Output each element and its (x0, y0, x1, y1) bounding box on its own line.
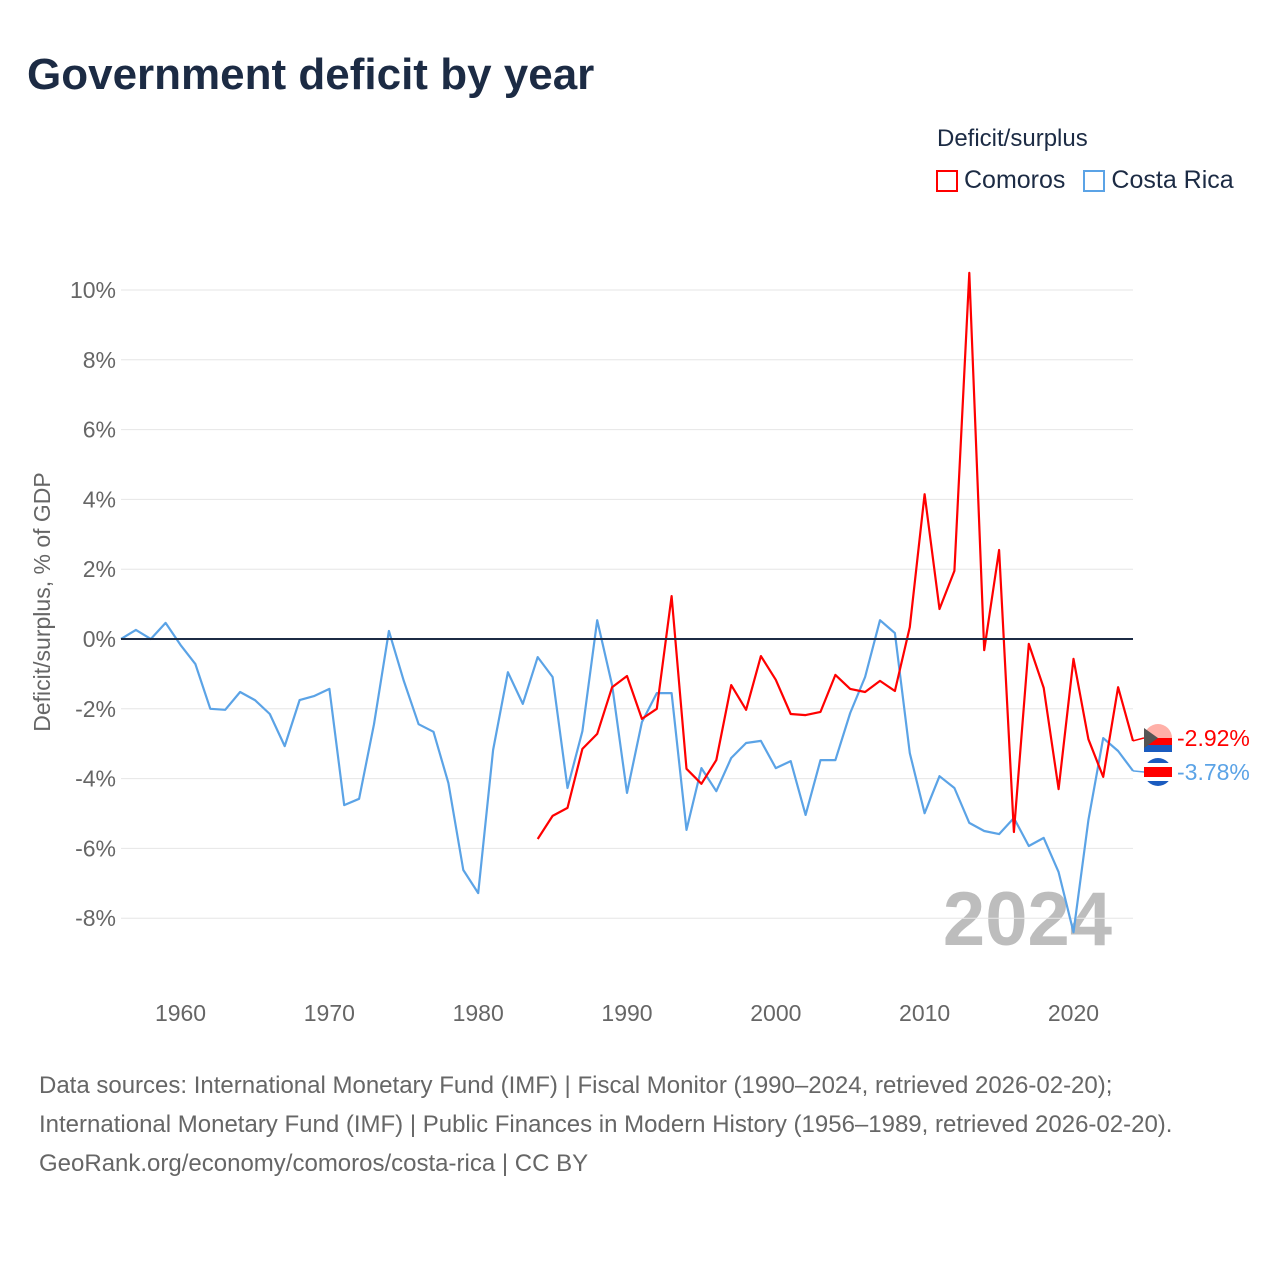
y-tick-label: 0% (83, 626, 116, 652)
legend: Comoros Costa Rica (936, 166, 1234, 195)
y-tick-label: -2% (75, 696, 116, 722)
x-tick-label: 1980 (453, 1000, 504, 1026)
x-tick-label: 2020 (1048, 1000, 1099, 1026)
legend-item-comoros[interactable]: Comoros (936, 166, 1065, 195)
y-tick-label: 6% (83, 417, 116, 443)
y-tick-label: 10% (70, 277, 116, 303)
y-tick-label: -4% (75, 766, 116, 792)
comoros-flag-icon (1144, 745, 1172, 752)
comoros-flag-icon (1144, 738, 1172, 745)
series-line-costa-rica (120, 619, 1134, 934)
x-tick-label: 1990 (601, 1000, 652, 1026)
y-tick-label: -6% (75, 835, 116, 861)
y-tick-label: 8% (83, 347, 116, 373)
y-axis-label: Deficit/surplus, % of GDP (29, 472, 55, 731)
legend-label: Costa Rica (1111, 166, 1234, 194)
end-connector (1132, 770, 1145, 773)
end-connector (1132, 737, 1145, 742)
x-tick-label: 2010 (899, 1000, 950, 1026)
year-watermark: 2024 (943, 877, 1112, 962)
end-value-label: -2.92% (1177, 725, 1250, 751)
legend-swatch-costa-rica (1083, 169, 1106, 192)
legend-title: Deficit/surplus (937, 125, 1088, 152)
costa-rica-flag-icon (1144, 767, 1172, 777)
credit-link[interactable]: GeoRank.org/economy/comoros/costa-rica |… (39, 1150, 589, 1177)
series-line-comoros (536, 271, 1135, 840)
y-tick-label: -8% (75, 905, 116, 931)
footer: Data sources: International Monetary Fun… (39, 1066, 1239, 1183)
legend-swatch-comoros (936, 169, 958, 192)
y-tick-label: 2% (83, 556, 116, 582)
end-value-label: -3.78% (1177, 759, 1250, 785)
y-tick-label: 4% (83, 486, 116, 512)
x-tick-label: 1960 (155, 1000, 206, 1026)
legend-label: Comoros (964, 166, 1066, 194)
x-tick-label: 2000 (750, 1000, 801, 1026)
data-sources: Data sources: International Monetary Fun… (39, 1072, 1173, 1138)
comoros-flag-icon (1144, 728, 1158, 748)
x-tick-label: 1970 (304, 1000, 355, 1026)
legend-item-costa-rica[interactable]: Costa Rica (1083, 166, 1234, 195)
chart-title: Government deficit by year (27, 50, 595, 99)
